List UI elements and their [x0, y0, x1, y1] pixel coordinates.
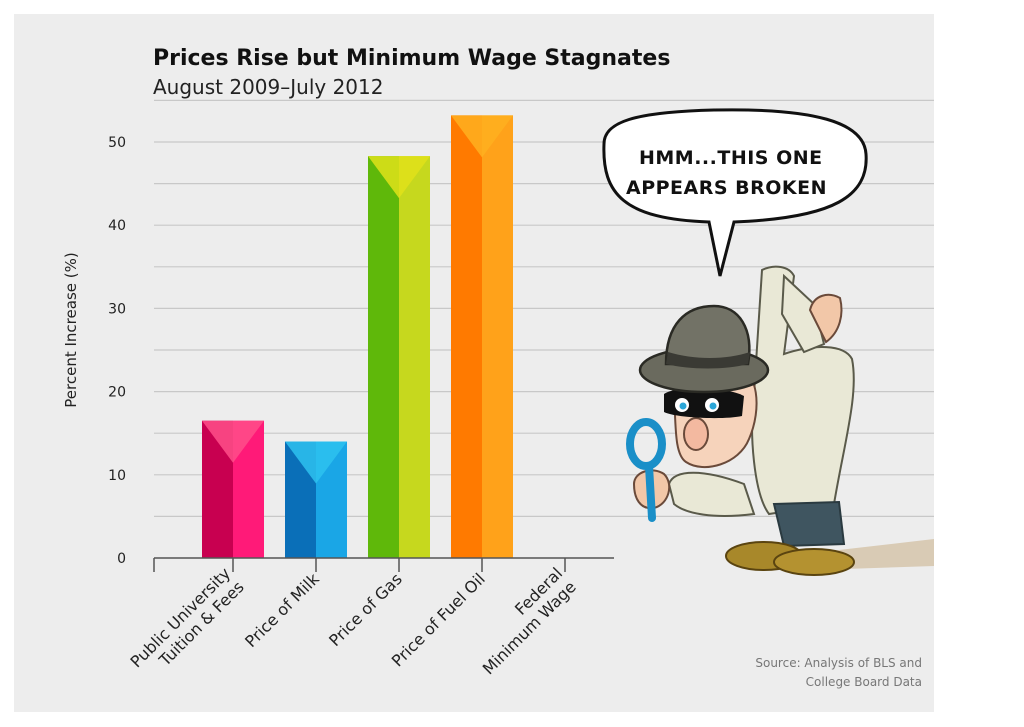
category-label: Public UniversityTuition & Fees [127, 564, 248, 685]
y-tick-label: 40 [108, 218, 126, 234]
detective-illustration: HMM...THIS ONE APPEARS BROKEN [602, 108, 934, 576]
magnifier-icon [626, 418, 666, 522]
hand-icon [808, 293, 843, 344]
hat-band-icon [666, 352, 750, 369]
y-tick-labels: 0 10 20 30 40 50 [108, 135, 126, 567]
raised-arm-icon [780, 273, 826, 354]
chart-title: Prices Rise but Minimum Wage Stagnates [153, 46, 670, 71]
y-axis-label: Percent Increase (%) [62, 252, 80, 407]
speech-bubble: HMM...THIS ONE APPEARS BROKEN [602, 108, 868, 277]
source-line-1: Source: Analysis of BLS and [755, 656, 922, 670]
y-tick-label: 50 [108, 135, 126, 151]
right-shoe-icon [773, 548, 855, 576]
right-pupil-icon [709, 402, 717, 410]
speech-bubble-line-2: APPEARS BROKEN [626, 177, 827, 199]
bar [202, 420, 264, 558]
hat-crown-icon [664, 304, 751, 366]
lower-arm-icon [667, 471, 756, 517]
nose-icon [683, 417, 709, 451]
x-axis [153, 557, 614, 572]
bar [285, 441, 347, 558]
y-tick-label: 30 [108, 301, 126, 317]
bars [202, 115, 513, 559]
source-note: Source: Analysis of BLS and College Boar… [755, 656, 922, 689]
bar [451, 115, 513, 558]
speech-bubble-line-1: HMM...THIS ONE [639, 147, 823, 169]
source-line-2: College Board Data [806, 675, 922, 689]
y-tick-label: 20 [108, 385, 126, 401]
bar [368, 156, 430, 559]
coat-icon [751, 265, 855, 516]
y-tick-label: 0 [117, 551, 126, 567]
y-tick-label: 10 [108, 468, 126, 484]
category-label: Price of Milk [241, 569, 323, 651]
chart-panel: Prices Rise but Minimum Wage Stagnates A… [14, 14, 934, 712]
left-pupil-icon [679, 402, 687, 410]
chart-subtitle: August 2009–July 2012 [153, 75, 383, 99]
chart-svg: Prices Rise but Minimum Wage Stagnates A… [62, 46, 934, 689]
category-label: Price of Gas [325, 569, 406, 650]
trousers-icon [772, 500, 846, 548]
